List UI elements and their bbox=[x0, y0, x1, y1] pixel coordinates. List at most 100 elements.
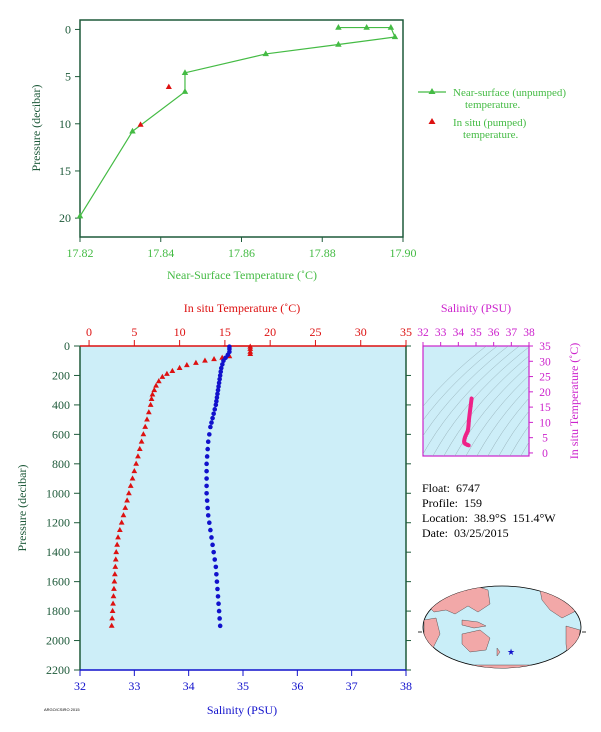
near-surface-unpumped-point bbox=[363, 23, 370, 30]
ts-point bbox=[466, 422, 471, 427]
profile-salinity-tick-label: 38 bbox=[400, 679, 412, 693]
near-surface-chart: 17.82 17.84 17.86 17.88 17.90 0 5 10 15 20 Near-… bbox=[29, 19, 569, 282]
profile-temperature-point bbox=[114, 541, 121, 547]
near-surface-unpumped-point bbox=[335, 40, 342, 47]
profile-temperature-point bbox=[113, 548, 120, 555]
profile-temperature-tick-label: 5 bbox=[131, 325, 137, 339]
profile-temperature-point bbox=[159, 373, 166, 379]
ts-salinity-tick-label: 34 bbox=[453, 327, 465, 339]
profile-temperature-point bbox=[145, 409, 152, 415]
near-surface-unpumped-point bbox=[391, 33, 399, 40]
profile-salinity-point bbox=[221, 358, 226, 364]
profile-salinity-point bbox=[218, 369, 224, 375]
profile-temperature-tick-label: 25 bbox=[309, 325, 321, 339]
profile-pressure-tick-label: 200 bbox=[52, 368, 70, 382]
profile-chart: 0 5 10 15 20 25 30 35 32 33 34 35 36 37 38 0 200 400 600… bbox=[15, 301, 412, 717]
profile-salinity-point bbox=[204, 476, 209, 481]
profile-temperature-point bbox=[109, 615, 116, 621]
profile-salinity-point bbox=[211, 411, 216, 417]
land-indonesia bbox=[461, 619, 487, 629]
near-surface-pumped-point bbox=[165, 83, 172, 90]
profile-temperature-point bbox=[136, 445, 143, 452]
near-surface-x-tick-label: 17.86 bbox=[228, 246, 255, 260]
profile-temperature-point bbox=[164, 370, 170, 376]
near-surface-x-tick-label: 17.88 bbox=[309, 246, 336, 260]
profile-salinity-point bbox=[205, 446, 210, 452]
ts-density-contour bbox=[522, 316, 601, 476]
profile-pressure-tick-label: 0 bbox=[64, 339, 70, 353]
profile-salinity-point bbox=[208, 527, 213, 533]
legend-unpumped-marker bbox=[428, 88, 436, 94]
ts-density-contour bbox=[465, 375, 529, 456]
profile-salinity-point bbox=[213, 402, 219, 408]
profile-temperature-point bbox=[126, 490, 132, 496]
profile-temperature-tick-label: 10 bbox=[174, 325, 186, 339]
profile-salinity-point bbox=[204, 483, 209, 489]
legend-unpumped-label: Near-surface (unpumped) temperature. bbox=[453, 87, 569, 111]
profile-temperature-point bbox=[135, 453, 141, 459]
ts-salinity-tick-label: 35 bbox=[470, 327, 482, 339]
profile-temperature-point bbox=[112, 556, 119, 562]
profile-salinity-point bbox=[207, 520, 212, 526]
profile-salinity-point bbox=[204, 461, 209, 467]
ts-temperature-tick-label: 20 bbox=[539, 387, 551, 399]
profile-pressure-ticks: 0 200 400 600 800 1000 1200 1400 1600 1800 2000 220… bbox=[46, 339, 411, 677]
profile-temperature-point bbox=[115, 534, 121, 540]
ts-density-contour bbox=[423, 346, 520, 455]
profile-temperature-point bbox=[122, 504, 129, 510]
profile-temperature-point bbox=[211, 356, 217, 362]
profile-plot-background bbox=[80, 346, 406, 670]
profile-salinity-point bbox=[214, 398, 219, 404]
profile-temperature-point bbox=[193, 359, 199, 365]
ts-temperature-tick-label: 35 bbox=[539, 341, 551, 353]
profile-pressure-tick-label: 1600 bbox=[46, 575, 70, 589]
profile-temperature-point bbox=[127, 482, 134, 488]
profile-salinity-point bbox=[204, 498, 210, 503]
profile-temperature-point bbox=[148, 395, 155, 401]
profile-temperature-point bbox=[149, 391, 156, 397]
credit-text: ARGO/CSIRO 2015 bbox=[44, 707, 80, 712]
float-number: Float: 6747 bbox=[422, 481, 481, 495]
near-surface-unpumped-point bbox=[335, 23, 342, 30]
profile-salinity-tick-label: 36 bbox=[291, 679, 303, 693]
profile-pressure-tick-label: 1400 bbox=[46, 545, 70, 559]
ts-marks bbox=[462, 396, 474, 448]
profile-salinity-point bbox=[204, 490, 209, 496]
ts-temperature-tick-label: 25 bbox=[539, 372, 551, 384]
near-surface-y-tick-label: 20 bbox=[59, 211, 71, 225]
near-surface-x-ticks: 17.82 17.84 17.86 17.88 17.90 bbox=[67, 237, 417, 260]
ts-point bbox=[462, 436, 467, 441]
profile-temperature-point bbox=[247, 350, 254, 357]
profile-temperature-tick-label: 20 bbox=[264, 325, 276, 339]
profile-pressure-axis-label: Pressure (decibar) bbox=[15, 465, 29, 552]
profile-pressure-tick-label: 1800 bbox=[46, 604, 70, 618]
profile-pressure-tick-label: 600 bbox=[52, 427, 70, 441]
profile-temperature-tick-label: 15 bbox=[219, 325, 231, 339]
ts-salinity-tick-label: 33 bbox=[435, 327, 447, 339]
profile-temperature-point bbox=[120, 512, 127, 518]
profile-salinity-point bbox=[217, 373, 223, 378]
profile-temperature-point bbox=[153, 382, 159, 388]
land-new-zealand bbox=[496, 647, 501, 657]
profile-salinity-point bbox=[213, 564, 219, 570]
profile-salinity-point bbox=[205, 439, 211, 445]
near-surface-unpumped-point bbox=[262, 50, 269, 57]
ts-salinity-tick-label: 37 bbox=[506, 327, 518, 339]
profile-temperature-point bbox=[110, 593, 117, 599]
ts-temperature-ticks: 0 5 10 15 20 25 30 35 bbox=[529, 341, 551, 460]
profile-salinity-point bbox=[204, 454, 210, 459]
near-surface-y-ticks: 0 5 10 15 20 bbox=[59, 22, 80, 225]
near-surface-unpumped-point bbox=[129, 127, 136, 134]
profile-salinity-point bbox=[216, 601, 221, 607]
ts-temperature-tick-label: 30 bbox=[539, 356, 551, 368]
profile-salinity-ticks: 32 33 34 35 36 37 38 bbox=[74, 670, 412, 693]
profile-salinity-point bbox=[220, 362, 225, 367]
profile-temperature-tick-label: 0 bbox=[86, 325, 92, 339]
profile-temperature-point bbox=[108, 622, 115, 628]
profile-salinity-tick-label: 35 bbox=[237, 679, 249, 693]
profile-salinity-point bbox=[207, 432, 212, 437]
profile-temperature-point bbox=[112, 563, 119, 569]
profile-salinity-point bbox=[204, 468, 209, 474]
profile-salinity-point bbox=[218, 365, 224, 371]
profile-temperature-point bbox=[124, 497, 130, 503]
